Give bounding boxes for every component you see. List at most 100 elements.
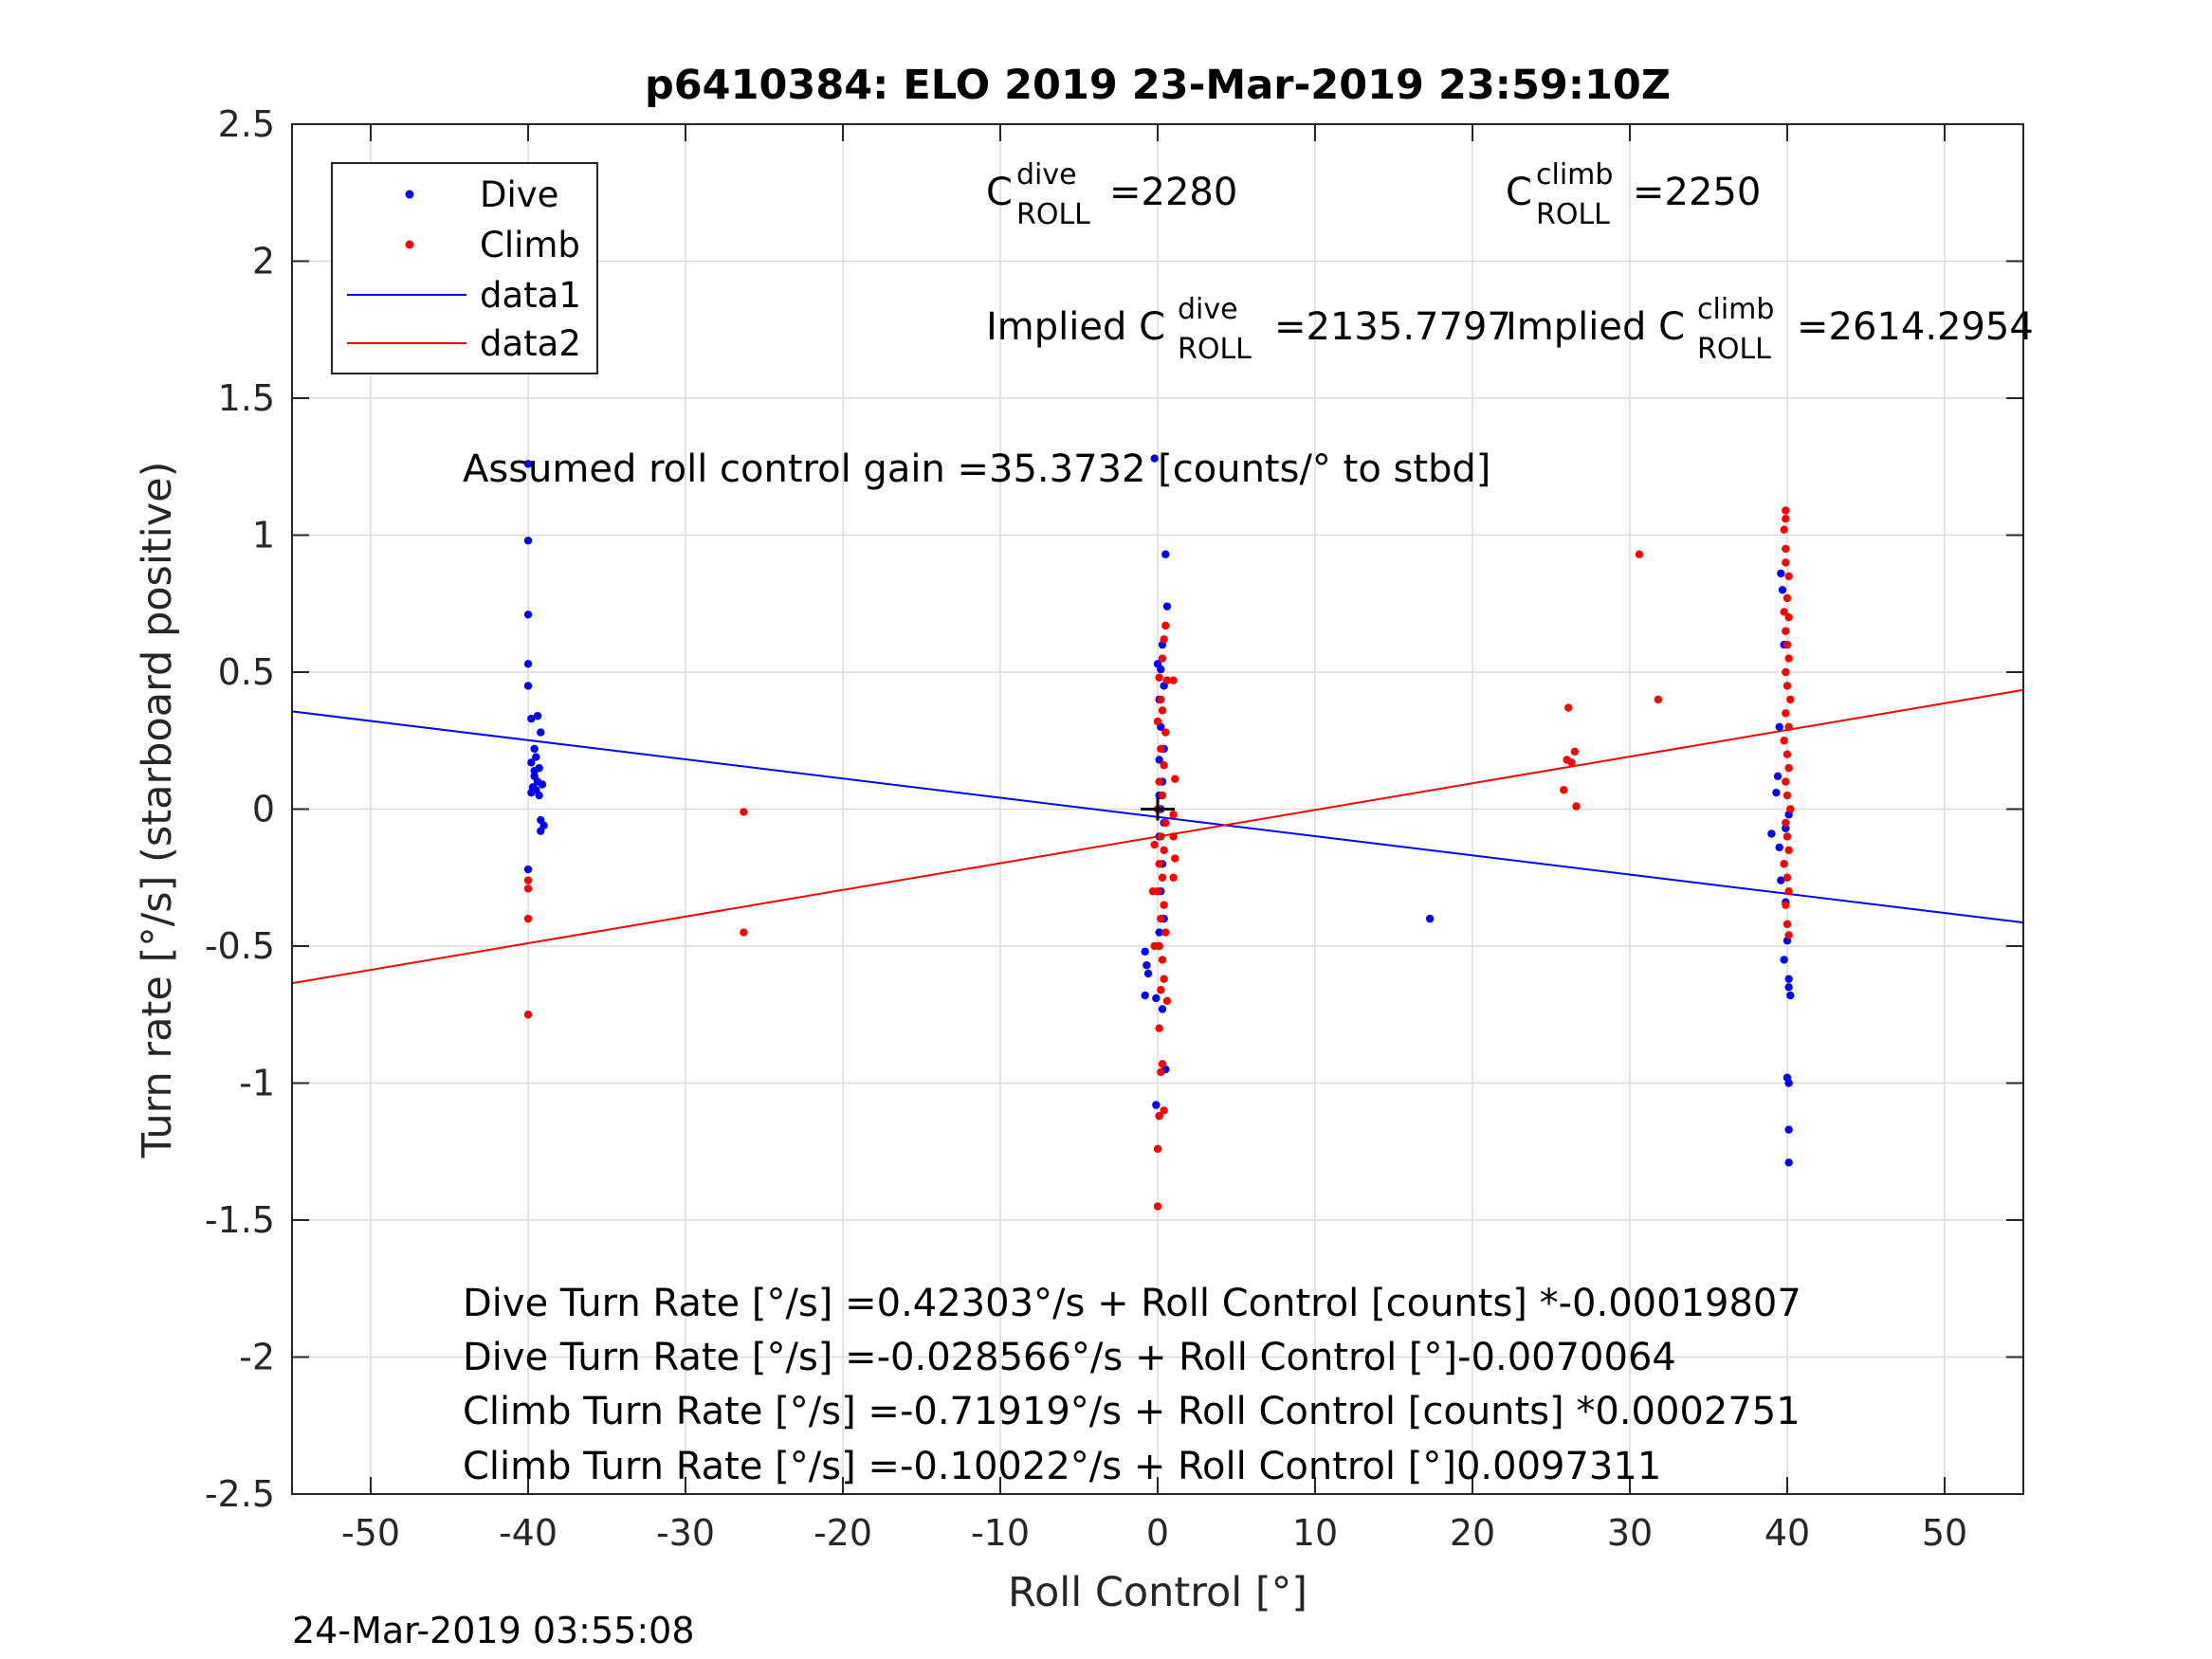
- x-tick-label: 0: [1146, 1512, 1169, 1554]
- y-tick-label: 2.5: [218, 103, 275, 145]
- dive-point: [1767, 830, 1776, 838]
- dive-point: [537, 827, 545, 835]
- climb-point: [1654, 695, 1663, 704]
- climb-point: [1160, 1106, 1168, 1115]
- climb-point: [1567, 758, 1576, 767]
- climb-point: [1162, 676, 1172, 684]
- fit-text-2: Dive Turn Rate [°/s] =-0.028566°/s + Rol…: [463, 1336, 1676, 1379]
- dive-point: [1155, 928, 1163, 937]
- fit-text-4: Climb Turn Rate [°/s] =-0.10022°/s + Rol…: [463, 1445, 1661, 1488]
- climb-point: [1157, 695, 1165, 704]
- dive-point: [523, 460, 533, 468]
- climb-point: [1782, 627, 1790, 635]
- dive-point: [1784, 1158, 1793, 1167]
- climb-point: [1158, 873, 1167, 882]
- climb-point: [1160, 846, 1168, 855]
- x-tick-label: 40: [1764, 1512, 1810, 1554]
- implied-dive-sub: ROLL: [1178, 333, 1252, 366]
- climb-point: [1780, 608, 1788, 616]
- climb-point: [1570, 747, 1580, 757]
- climb-point: [1158, 1060, 1167, 1068]
- dive-point: [523, 611, 533, 619]
- dive-point: [1775, 722, 1783, 731]
- x-ticks: -50 -40 -30 -20 -10 0 10 20 30 40 50: [341, 124, 1967, 1554]
- climb-point: [1782, 920, 1792, 929]
- climb-point: [1782, 558, 1790, 567]
- climb-point: [1782, 709, 1790, 718]
- c-roll-dive-annotation: C dive ROLL =2280: [986, 158, 1237, 231]
- gain-annotation: Assumed roll control gain =35.3732 [coun…: [463, 447, 1490, 491]
- y-tick-label: 2: [252, 241, 275, 283]
- dive-point: [1143, 961, 1151, 970]
- data-points: [523, 454, 1795, 1211]
- climb-point: [1782, 506, 1790, 515]
- implied-c-dive-annotation: Implied C dive ROLL =2135.7797: [986, 293, 1511, 366]
- c-climb-value: =2250: [1633, 171, 1761, 214]
- climb-point: [1784, 887, 1793, 896]
- implied-climb-value: =2614.2954: [1797, 305, 2034, 349]
- fit-text-1: Dive Turn Rate [°/s] =0.42303°/s + Roll …: [463, 1282, 1801, 1325]
- climb-point: [1161, 728, 1170, 737]
- dive-point: [1784, 1079, 1793, 1087]
- y-tick-label: 1: [252, 515, 275, 556]
- implied-climb-prefix: Implied C: [1506, 305, 1685, 349]
- climb-point: [1150, 941, 1159, 951]
- dive-point: [527, 714, 536, 723]
- x-tick-label: 50: [1922, 1512, 1967, 1554]
- climb-point: [1635, 550, 1644, 558]
- legend-climb-marker: [405, 240, 414, 249]
- fit-text-3: Climb Turn Rate [°/s] =-0.71919°/s + Rol…: [463, 1390, 1801, 1433]
- climb-point: [1786, 695, 1795, 704]
- dive-point: [1784, 983, 1793, 992]
- x-axis-label: Roll Control [°]: [1008, 1569, 1307, 1616]
- implied-dive-value: =2135.7797: [1274, 305, 1511, 349]
- climb-point: [1155, 673, 1163, 682]
- climb-point: [1780, 525, 1788, 534]
- climb-point: [1786, 805, 1795, 813]
- x-tick-label: -50: [341, 1512, 400, 1554]
- dive-point: [1775, 843, 1783, 852]
- dive-point: [1161, 550, 1170, 558]
- climb-point: [1169, 832, 1178, 841]
- dive-point: [1777, 876, 1785, 884]
- climb-point: [1782, 640, 1792, 649]
- implied-c-climb-annotation: Implied C climb ROLL =2614.2954: [1506, 293, 2034, 366]
- dive-point: [1141, 991, 1149, 1000]
- climb-point: [1782, 514, 1790, 523]
- implied-dive-prefix: Implied C: [986, 305, 1165, 349]
- climb-point: [1160, 901, 1168, 909]
- x-tick-label: 10: [1292, 1512, 1338, 1554]
- dive-point: [1782, 824, 1790, 832]
- climb-point: [1784, 763, 1793, 773]
- y-tick-label: -0.5: [205, 925, 275, 967]
- climb-point: [1155, 1024, 1163, 1032]
- climb-point: [1157, 832, 1165, 841]
- dive-point: [523, 865, 533, 874]
- climb-point: [1782, 832, 1792, 841]
- c-climb-sub: ROLL: [1536, 198, 1610, 231]
- dive-point: [1158, 1005, 1167, 1013]
- legend-dive-label: Dive: [480, 174, 558, 215]
- climb-point: [1150, 840, 1159, 849]
- y-tick-label: -2.5: [205, 1473, 275, 1515]
- dive-point: [1784, 975, 1793, 983]
- dive-point: [1162, 602, 1172, 611]
- dive-point: [523, 537, 533, 545]
- x-tick-label: 30: [1607, 1512, 1653, 1554]
- climb-point: [740, 808, 748, 816]
- climb-point: [1564, 703, 1573, 712]
- c-climb-base: C: [1506, 171, 1532, 214]
- implied-climb-sub: ROLL: [1697, 333, 1771, 366]
- climb-point: [1153, 1202, 1162, 1211]
- climb-point: [1158, 956, 1167, 964]
- implied-climb-sup: climb: [1697, 293, 1774, 326]
- x-tick-label: -10: [971, 1512, 1030, 1554]
- legend: Dive Climb data1 data2: [331, 162, 598, 374]
- y-axis-label: Turn rate [°/s] (starboard positive): [134, 462, 181, 1159]
- dive-point: [530, 766, 539, 775]
- legend-climb-label: Climb: [480, 225, 580, 265]
- dive-point: [1777, 569, 1785, 578]
- climb-point: [1784, 931, 1793, 939]
- climb-point: [1157, 914, 1165, 923]
